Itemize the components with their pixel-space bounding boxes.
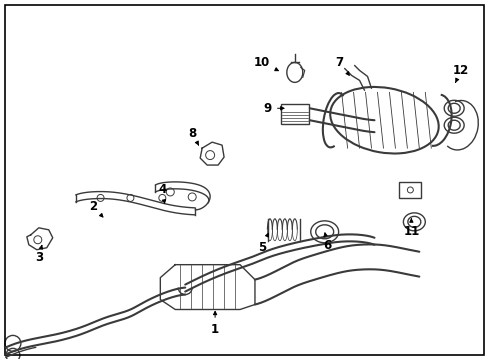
Text: 11: 11: [403, 219, 419, 238]
Text: 1: 1: [211, 311, 219, 336]
Text: 10: 10: [253, 56, 278, 71]
Text: 9: 9: [263, 102, 284, 115]
Text: 6: 6: [323, 233, 331, 252]
Text: 8: 8: [188, 127, 198, 145]
Text: 5: 5: [257, 233, 268, 254]
Text: 12: 12: [452, 64, 468, 82]
Text: 3: 3: [35, 246, 43, 264]
Text: 4: 4: [158, 184, 166, 203]
Text: 2: 2: [89, 201, 102, 217]
Text: 7: 7: [335, 56, 348, 75]
